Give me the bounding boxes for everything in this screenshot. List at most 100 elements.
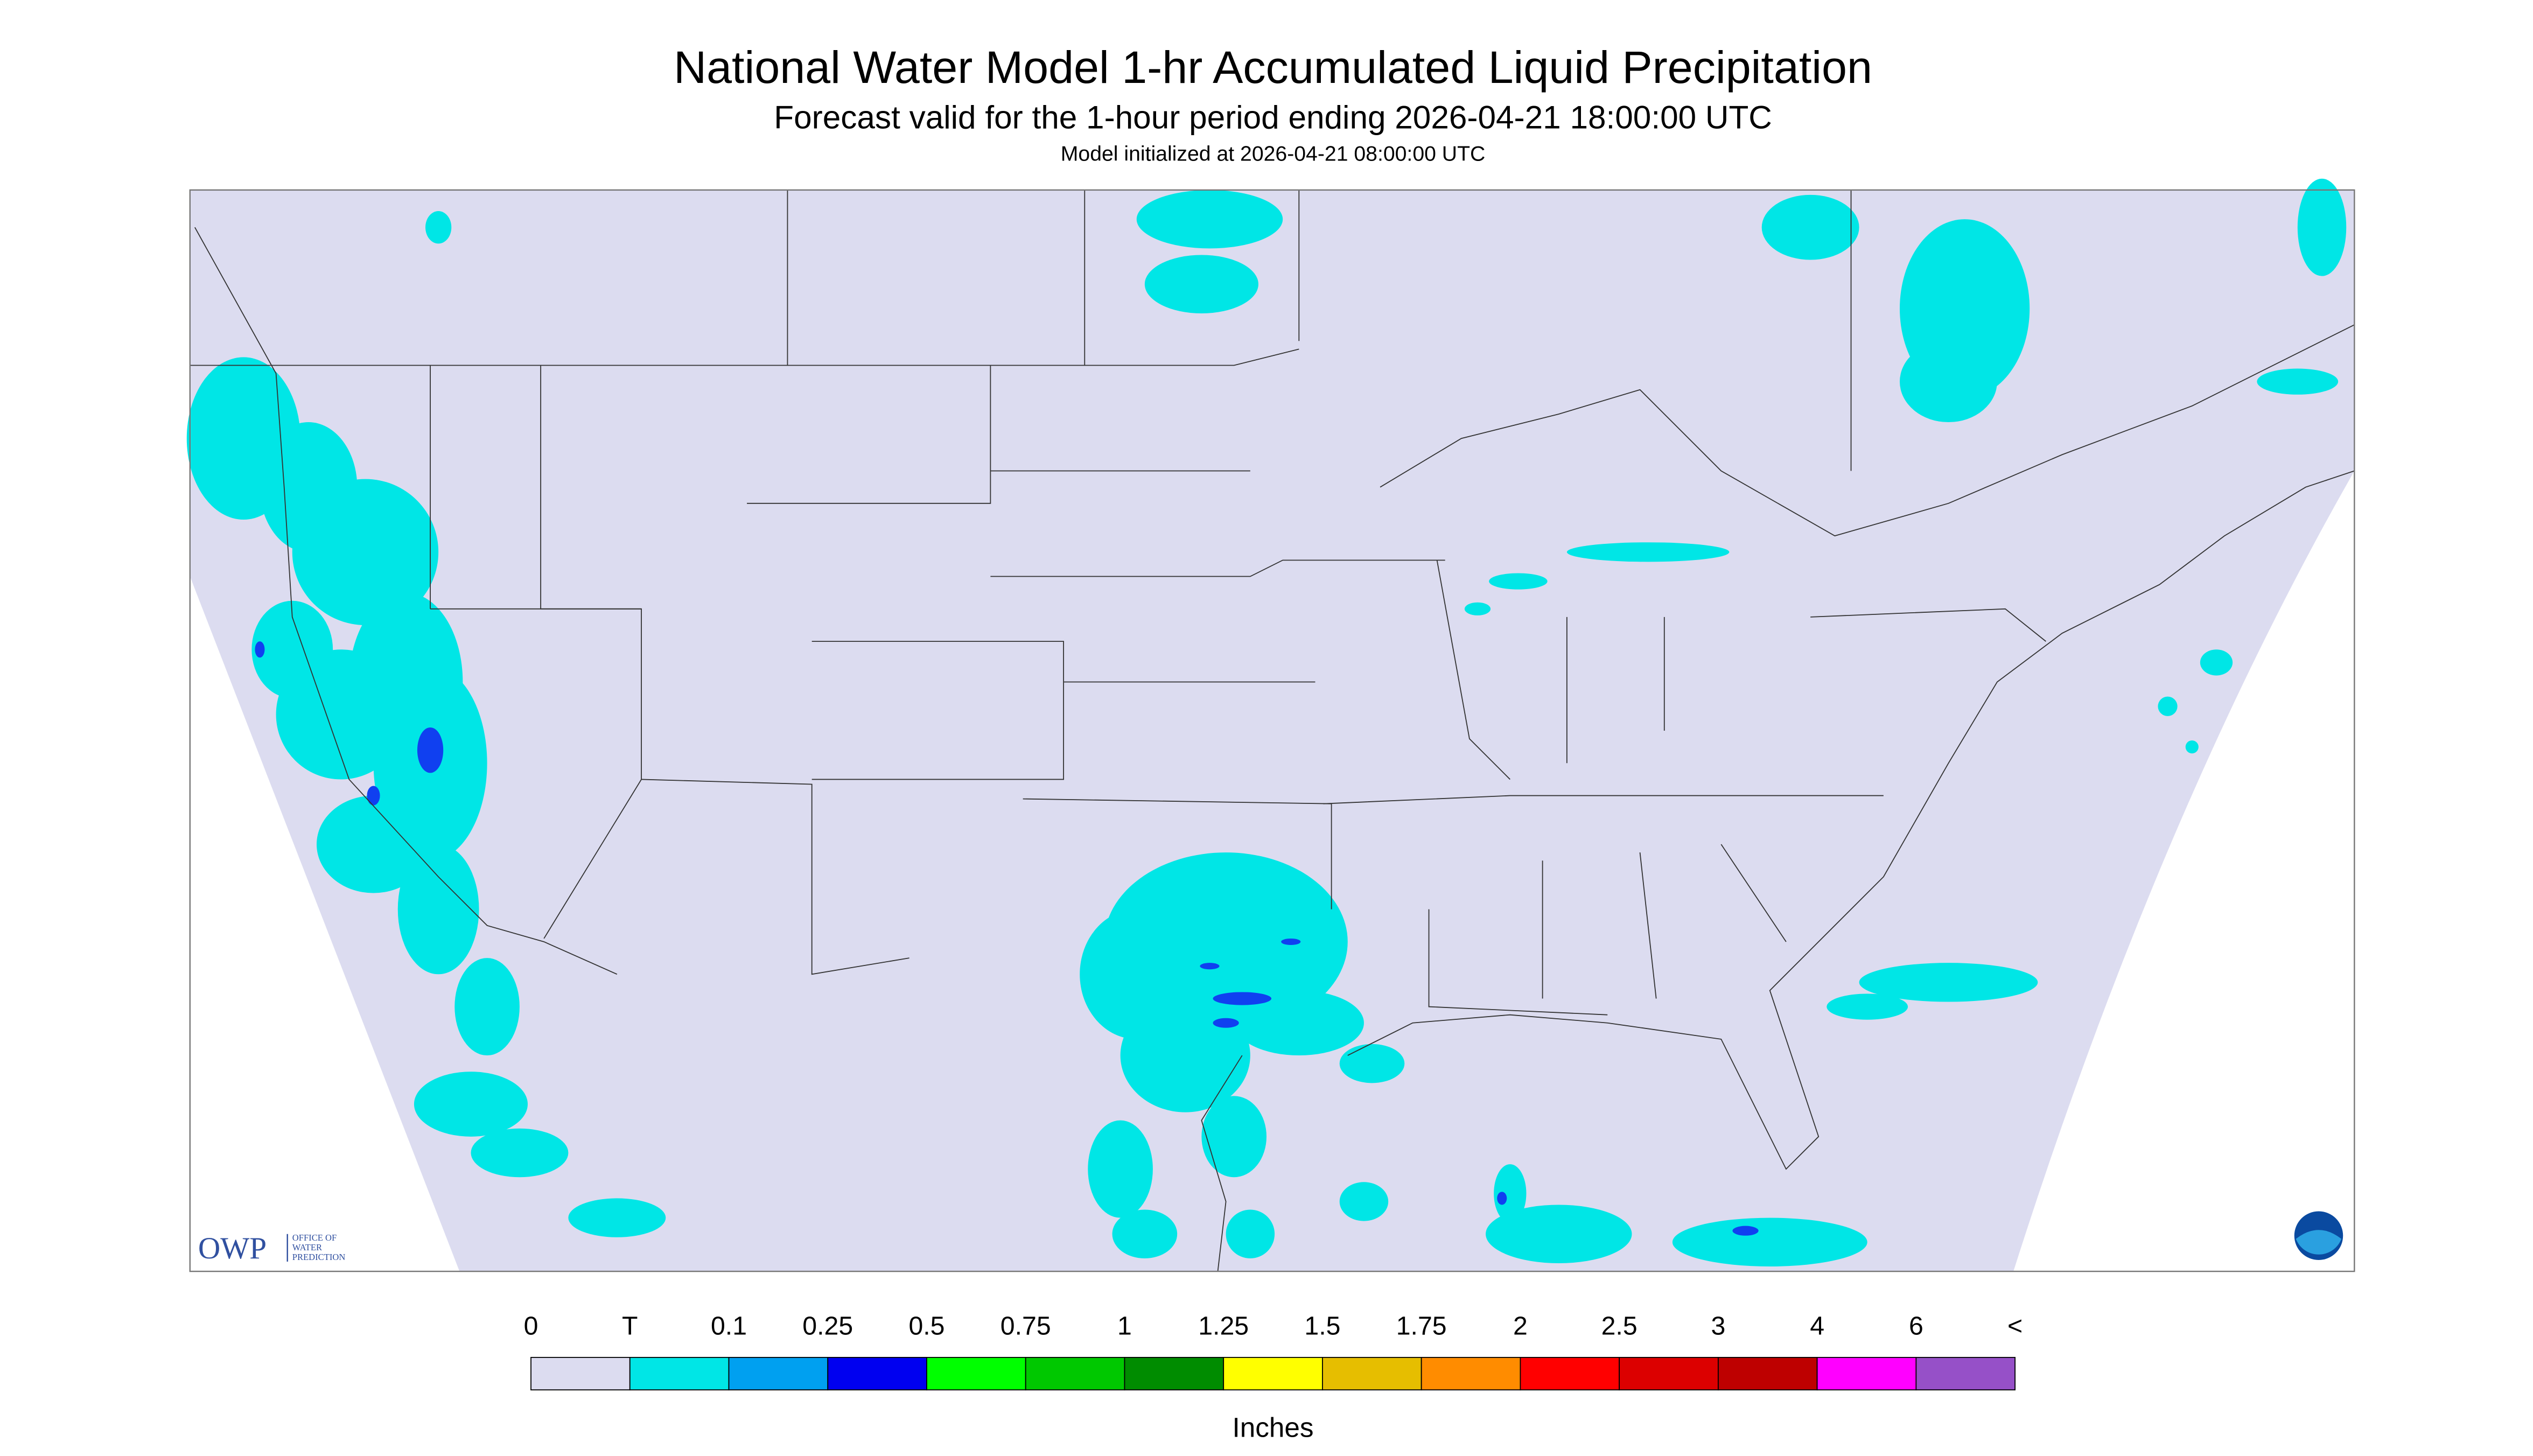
legend-swatch bbox=[1223, 1357, 1323, 1391]
precipitation bbox=[186, 178, 2347, 1267]
legend-swatch bbox=[1421, 1357, 1521, 1391]
legend-label: 2.5 bbox=[1601, 1312, 1638, 1341]
precip-area bbox=[1489, 573, 1548, 590]
precip-area bbox=[1494, 1164, 1527, 1223]
legend-swatch bbox=[1717, 1357, 1818, 1391]
border-line bbox=[1436, 560, 1510, 780]
precip-area bbox=[397, 844, 479, 975]
legend-label: 2 bbox=[1513, 1312, 1528, 1341]
border-line bbox=[1810, 608, 2046, 642]
legend-label: 3 bbox=[1711, 1312, 1725, 1341]
legend-swatch bbox=[1025, 1357, 1125, 1391]
precip-area bbox=[1234, 990, 1364, 1056]
precip-area bbox=[425, 211, 452, 244]
legend-swatch bbox=[827, 1357, 927, 1391]
precip-area bbox=[1201, 1096, 1266, 1178]
border-line bbox=[194, 227, 618, 975]
legend-label: 4 bbox=[1810, 1312, 1824, 1341]
border-line bbox=[747, 365, 991, 504]
legend-swatch bbox=[629, 1357, 730, 1391]
logo-acronym: OWP bbox=[198, 1231, 267, 1265]
legend-label: 0.5 bbox=[908, 1312, 944, 1341]
precip-area bbox=[471, 1128, 569, 1178]
precip-area bbox=[1088, 1120, 1153, 1218]
precip-area bbox=[1339, 1182, 1389, 1221]
border-line bbox=[1201, 1055, 1243, 1272]
border-line bbox=[1720, 844, 1787, 942]
precip-heavy bbox=[1200, 963, 1220, 970]
precip-area bbox=[1761, 194, 1859, 260]
border-line bbox=[990, 559, 1445, 577]
border-line bbox=[190, 348, 1299, 366]
logo-line: OFFICE OF bbox=[292, 1233, 337, 1243]
legend-swatch bbox=[1915, 1357, 2016, 1391]
legend-swatch bbox=[728, 1357, 829, 1391]
precip-area bbox=[2257, 368, 2339, 395]
legend-label: 0.25 bbox=[802, 1312, 853, 1341]
legend-label: 1.25 bbox=[1198, 1312, 1249, 1341]
border-line bbox=[1639, 852, 1657, 999]
precip-area bbox=[414, 1072, 528, 1137]
precip-area bbox=[1486, 1205, 1632, 1264]
precip-area bbox=[2185, 740, 2199, 754]
map: OWP OFFICE OF WATER PREDICTION bbox=[186, 178, 2355, 1272]
legend-swatch bbox=[1619, 1357, 1719, 1391]
precip-area bbox=[1566, 542, 1730, 562]
legend-swatch bbox=[530, 1357, 631, 1391]
precip-area bbox=[1859, 963, 2038, 1002]
precip-area bbox=[2200, 649, 2233, 676]
precip-heavy bbox=[1213, 1018, 1239, 1028]
precip-area bbox=[2158, 696, 2178, 716]
legend: 0 T 0.1 0.25 0.5 0.75 1 1.25 1.5 1.75 2 2.5 3 4 6 < bbox=[524, 1312, 2023, 1391]
precip-area bbox=[1112, 1209, 1178, 1258]
precip-area bbox=[292, 479, 439, 625]
noaa-logo-wave bbox=[2296, 1230, 2342, 1255]
precip-area bbox=[1672, 1217, 1867, 1267]
precip-heavy bbox=[1497, 1192, 1507, 1205]
legend-swatch bbox=[1124, 1357, 1224, 1391]
precip-area bbox=[1900, 341, 1997, 423]
legend-swatch bbox=[926, 1357, 1026, 1391]
border-line bbox=[811, 641, 1064, 780]
precip-area bbox=[1136, 190, 1283, 249]
precip-area bbox=[1339, 1044, 1405, 1083]
precip-area bbox=[1226, 1209, 1275, 1258]
border-line bbox=[641, 779, 909, 975]
legend-label: 1.5 bbox=[1304, 1312, 1340, 1341]
precip-area bbox=[454, 958, 520, 1056]
precip-heavy bbox=[1732, 1226, 1759, 1236]
precip-area bbox=[2297, 178, 2347, 276]
precip-heavy bbox=[255, 641, 265, 658]
legend-swatch bbox=[1322, 1357, 1422, 1391]
border-line bbox=[1323, 795, 1884, 804]
out-of-domain bbox=[2013, 471, 2355, 1272]
legend-label: T bbox=[622, 1312, 638, 1341]
legend-label: < bbox=[2007, 1312, 2023, 1341]
precip-heavy bbox=[417, 727, 444, 773]
border-line bbox=[1347, 470, 2355, 1170]
precip-heavy bbox=[1213, 992, 1272, 1005]
legend-label: 0.75 bbox=[1000, 1312, 1051, 1341]
borders bbox=[190, 190, 2355, 1272]
precip-area bbox=[1827, 993, 1908, 1020]
precip-area bbox=[1144, 255, 1258, 314]
border-line bbox=[1428, 909, 1608, 1016]
init-note: Model initialized at 2026-04-21 08:00:00… bbox=[1061, 143, 1486, 166]
precip-heavy bbox=[367, 786, 380, 806]
subtitle: Forecast valid for the 1-hour period end… bbox=[774, 99, 1772, 135]
precip-heavy bbox=[1281, 938, 1301, 946]
precip-area bbox=[1464, 602, 1491, 615]
title: National Water Model 1-hr Accumulated Li… bbox=[674, 42, 1872, 93]
legend-label: 0 bbox=[524, 1312, 538, 1341]
legend-label: 0.1 bbox=[711, 1312, 747, 1341]
legend-swatch bbox=[1816, 1357, 1917, 1391]
legend-swatch bbox=[1520, 1357, 1620, 1391]
precip-area bbox=[568, 1198, 666, 1237]
precip-area bbox=[1120, 998, 1250, 1112]
border-line bbox=[1380, 324, 2355, 537]
legend-label: 1.75 bbox=[1396, 1312, 1447, 1341]
legend-label: 1 bbox=[1117, 1312, 1132, 1341]
precip-area bbox=[317, 795, 431, 893]
